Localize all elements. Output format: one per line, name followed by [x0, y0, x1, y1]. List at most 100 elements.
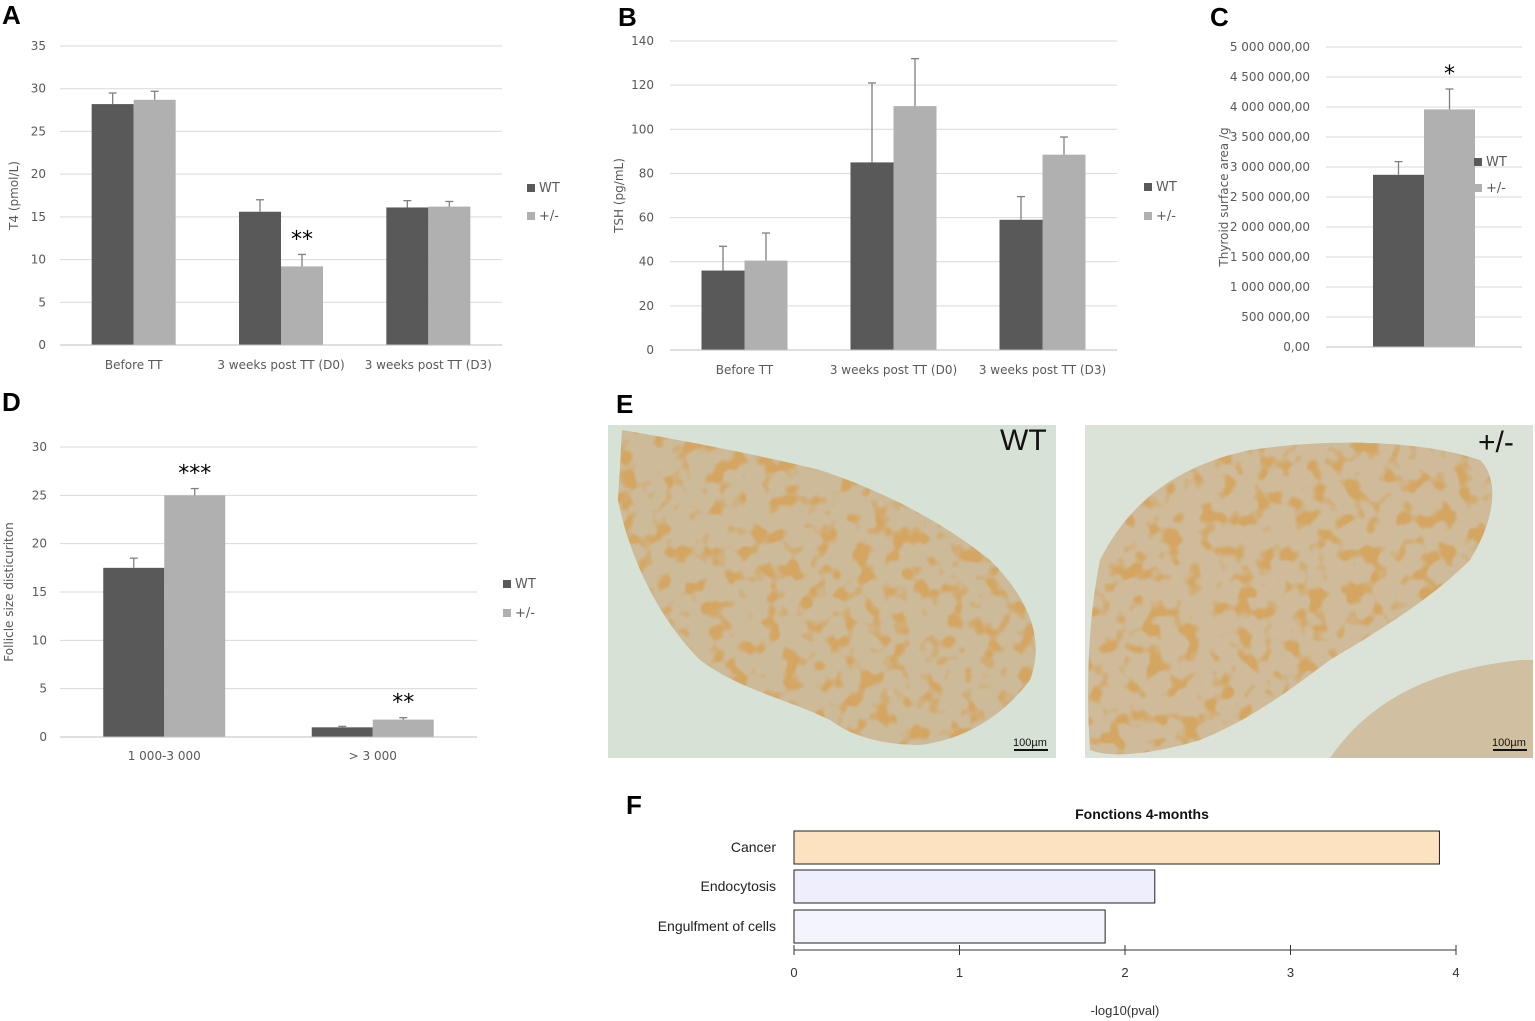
x-category-label: Before TT	[716, 363, 774, 377]
legend-swatch-wt	[1474, 158, 1482, 166]
category-label: Cancer	[731, 839, 776, 855]
legend-swatch-wt	[1144, 183, 1152, 191]
y-tick-label: 100	[631, 122, 654, 136]
x-tick-label: 0	[790, 965, 797, 980]
x-tick-label: 3	[1287, 965, 1294, 980]
function-bar	[793, 869, 1156, 904]
micrograph-wt-follicles	[618, 430, 1036, 745]
category-label: Engulfment of cells	[658, 918, 776, 934]
chart-f-functions: Fonctions 4-months Cancer Endocytosis Engul…	[658, 806, 1460, 1018]
y-tick-label: 5	[39, 682, 47, 696]
y-tick-label: 30	[32, 440, 47, 454]
significance-marker: ***	[178, 462, 211, 487]
legend-swatch-het	[527, 212, 535, 220]
y-tick-label: 35	[31, 39, 46, 53]
y-tick-label: 5 000 000,00	[1230, 40, 1310, 54]
bar-wt	[103, 567, 165, 737]
significance-marker: **	[291, 227, 313, 252]
y-tick-label: 20	[31, 167, 46, 181]
y-tick-label: 20	[32, 537, 47, 551]
y-tick-label: 20	[639, 299, 654, 313]
bar-het	[893, 106, 937, 350]
x-category-label: 1 000-3 000	[128, 749, 201, 763]
x-category-label: 3 weeks post TT (D3)	[979, 363, 1106, 377]
legend-label-het: +/-	[539, 209, 559, 224]
panel-label-b: B	[618, 2, 637, 32]
bar-het	[1042, 154, 1086, 350]
panel-label-a: A	[2, 0, 21, 30]
y-tick-label: 10	[31, 253, 46, 267]
y-tick-label: 4 000 000,00	[1230, 100, 1310, 114]
micrograph-het: +/- 100µm	[1085, 425, 1533, 758]
micrograph-het-scale-label: 100µm	[1492, 737, 1526, 749]
y-tick-label: 140	[631, 34, 654, 48]
legend-label-wt: WT	[1156, 180, 1177, 195]
y-tick-label: 80	[639, 166, 654, 180]
micrograph-het-follicles	[1088, 442, 1493, 755]
bar-het	[281, 266, 323, 345]
y-tick-label: 25	[31, 124, 46, 138]
y-axis-label: Thyroid surface area /g	[1217, 127, 1231, 267]
chart-b-tsh: 0 20 40 60 80 100 120 140 TSH (pg/mL) Before TT 3 …	[612, 34, 1177, 377]
y-tick-label: 3 500 000,00	[1230, 130, 1310, 144]
y-tick-label: 0,00	[1283, 340, 1310, 354]
micrograph-het-lower-tissue	[1330, 660, 1533, 758]
bar-het	[372, 719, 434, 737]
x-category-label: 3 weeks post TT (D3)	[365, 358, 492, 372]
y-tick-label: 40	[639, 255, 654, 269]
y-tick-label: 3 000 000,00	[1230, 160, 1310, 174]
y-tick-label: 120	[631, 78, 654, 92]
y-tick-label: 500 000,00	[1241, 310, 1310, 324]
x-category-label: > 3 000	[349, 749, 397, 763]
y-axis-label: Follicle size disticuriton	[2, 522, 16, 661]
bar-het	[164, 495, 226, 737]
legend-swatch-het	[1474, 184, 1482, 192]
y-tick-label: 15	[32, 585, 47, 599]
y-tick-label: 0	[646, 343, 654, 357]
y-tick-label: 15	[31, 210, 46, 224]
y-tick-label: 1 000 000,00	[1230, 280, 1310, 294]
legend-label-het: +/-	[515, 606, 535, 621]
bar-wt	[999, 219, 1043, 350]
chart-title: Fonctions 4-months	[1075, 806, 1209, 822]
legend-swatch-wt	[527, 184, 535, 192]
legend-swatch-wt	[503, 580, 511, 588]
legend-label-wt: WT	[515, 577, 536, 592]
bar-het	[1424, 109, 1475, 348]
bar-wt	[311, 727, 373, 737]
x-tick-label: 2	[1121, 965, 1128, 980]
legend-swatch-het	[1144, 212, 1152, 220]
x-tick-label: 1	[956, 965, 963, 980]
panel-label-d: D	[2, 387, 21, 417]
function-bar	[793, 830, 1440, 865]
chart-a-t4: 0 5 10 15 20 25 30 35 T4 (pmol/L) Before TT 3 week…	[7, 39, 560, 372]
y-tick-label: 0	[39, 730, 47, 744]
y-tick-label: 25	[32, 488, 47, 502]
bar-wt	[701, 270, 745, 350]
bar-wt	[91, 104, 134, 345]
panel-label-c: C	[1210, 2, 1229, 32]
bar-wt	[850, 162, 894, 350]
legend-label-wt: WT	[539, 181, 560, 196]
y-tick-label: 0	[38, 338, 46, 352]
panel-label-e: E	[616, 389, 633, 419]
function-bar	[793, 909, 1106, 944]
bar-het	[428, 206, 471, 345]
micrograph-wt-label: WT	[1000, 424, 1047, 457]
significance-marker: *	[1444, 62, 1455, 87]
bar-het	[133, 99, 176, 345]
bar-wt	[386, 207, 429, 345]
y-tick-label: 2 500 000,00	[1230, 190, 1310, 204]
y-tick-label: 60	[639, 211, 654, 225]
y-tick-label: 10	[32, 633, 47, 647]
x-category-label: 3 weeks post TT (D0)	[217, 358, 344, 372]
x-axis-label: -log10(pval)	[1091, 1003, 1160, 1018]
legend-swatch-het	[503, 609, 511, 617]
y-tick-label: 30	[31, 82, 46, 96]
micrograph-wt-scale-label: 100µm	[1013, 737, 1047, 749]
bar-wt	[1373, 174, 1424, 347]
micrograph-het-label: +/-	[1478, 426, 1514, 459]
significance-marker: **	[392, 691, 414, 716]
y-tick-label: 5	[38, 295, 46, 309]
